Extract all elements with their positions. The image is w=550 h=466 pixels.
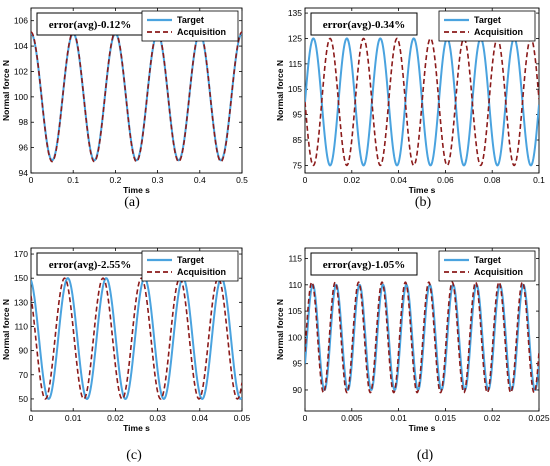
error-annotation-box [310, 12, 418, 36]
x-tick-label: 0.08 [484, 175, 501, 185]
x-tick-label: 0 [303, 413, 308, 423]
y-tick-label: 104 [14, 41, 28, 51]
series-line-target [31, 277, 242, 400]
y-axis-label: Normal force N [275, 60, 285, 121]
series-line-acquisition [305, 37, 539, 167]
y-tick-label: 115 [288, 254, 302, 264]
y-tick-label: 96 [19, 143, 29, 153]
y-tick-label: 50 [19, 394, 29, 404]
error-annotation: error(avg)-1.05% [323, 259, 406, 271]
legend-label-target: Target [474, 255, 501, 265]
legend-label-target: Target [474, 15, 501, 25]
legend-box [141, 10, 239, 42]
series-line-target [305, 37, 539, 167]
legend-box [438, 250, 536, 282]
x-tick-label: 0.02 [107, 413, 124, 423]
error-annotation-box [310, 252, 418, 276]
x-axis-label: Time s [409, 423, 436, 433]
y-tick-label: 135 [288, 8, 302, 18]
panel-caption: (b) [415, 195, 432, 210]
y-tick-label: 90 [19, 346, 29, 356]
y-tick-label: 110 [14, 321, 28, 331]
legend-box [438, 10, 536, 42]
y-tick-label: 100 [14, 92, 28, 102]
legend: Target Acquisition [438, 250, 536, 282]
error-annotation: error(avg)-0.12% [49, 19, 132, 31]
x-axis-label: Time s [409, 185, 436, 195]
legend-label-acquisition: Acquisition [177, 27, 226, 37]
x-tick-label: 0 [29, 175, 34, 185]
chart-panel-1: 0 0.1 0.2 0.3 0.4 0.5 94 96 98 100 102 104 106 Time s… [1, 7, 248, 210]
y-tick-label: 105 [288, 306, 302, 316]
x-tick-label: 0.05 [234, 413, 251, 423]
x-tick-label: 0.4 [194, 175, 206, 185]
y-tick-label: 98 [19, 117, 29, 127]
error-annotation: error(avg)-0.34% [323, 19, 406, 31]
y-tick-label: 70 [19, 370, 29, 380]
panel-caption: (d) [417, 448, 434, 463]
y-axis-label: Normal force N [1, 299, 11, 360]
legend-label-acquisition: Acquisition [474, 27, 523, 37]
x-tick-label: 0.2 [109, 175, 121, 185]
y-axis-label: Normal force N [1, 60, 11, 121]
legend-label-target: Target [177, 255, 204, 265]
y-tick-label: 95 [293, 359, 303, 369]
legend-label-acquisition: Acquisition [177, 267, 226, 277]
legend: Target Acquisition [141, 250, 239, 282]
x-tick-label: 0.01 [65, 413, 82, 423]
x-tick-label: 0.02 [484, 413, 501, 423]
error-annotation: error(avg)-2.55% [49, 259, 132, 271]
y-axis-label: Normal force N [275, 299, 285, 360]
legend: Target Acquisition [141, 10, 239, 42]
y-tick-label: 150 [14, 273, 28, 283]
series-line-acquisition [31, 31, 242, 163]
x-tick-label: 0.06 [437, 175, 454, 185]
y-tick-label: 102 [14, 66, 28, 76]
y-tick-label: 94 [19, 168, 29, 178]
x-tick-label: 0.015 [435, 413, 457, 423]
x-tick-label: 0 [303, 175, 308, 185]
legend-label-target: Target [177, 15, 204, 25]
y-tick-label: 90 [293, 385, 303, 395]
x-tick-label: 0.005 [341, 413, 363, 423]
y-tick-label: 95 [293, 110, 303, 120]
series-line-acquisition [305, 281, 539, 394]
chart-panel-3: 0 0.01 0.02 0.03 0.04 0.05 50 70 90 110 130 150 170 T… [1, 247, 251, 463]
x-tick-label: 0 [29, 413, 34, 423]
panel-caption: (c) [126, 448, 142, 463]
y-tick-label: 130 [14, 297, 28, 307]
y-tick-label: 105 [288, 84, 302, 94]
x-axis-label: Time s [123, 423, 150, 433]
x-tick-label: 0.02 [344, 175, 361, 185]
y-tick-label: 100 [288, 332, 302, 342]
legend: Target Acquisition [438, 10, 536, 42]
x-axis-label: Time s [123, 185, 150, 195]
y-tick-label: 125 [288, 33, 302, 43]
x-tick-label: 0.1 [533, 175, 545, 185]
legend-label-acquisition: Acquisition [474, 267, 523, 277]
chart-panel-2: 0 0.02 0.04 0.06 0.08 0.1 75 85 95 105 115 125 135 Ti… [275, 7, 545, 210]
x-tick-label: 0.1 [67, 175, 79, 185]
legend-box [141, 250, 239, 282]
x-tick-label: 0.01 [390, 413, 407, 423]
x-tick-label: 0.025 [528, 413, 550, 423]
x-tick-label: 0.03 [149, 413, 166, 423]
y-tick-label: 75 [293, 160, 303, 170]
y-tick-label: 85 [293, 135, 303, 145]
y-tick-label: 170 [14, 249, 28, 259]
y-tick-label: 115 [288, 59, 302, 69]
panel-caption: (a) [124, 195, 140, 210]
x-tick-label: 0.04 [390, 175, 407, 185]
y-tick-label: 106 [14, 16, 28, 26]
x-tick-label: 0.5 [236, 175, 248, 185]
y-tick-label: 110 [288, 280, 302, 290]
x-tick-label: 0.3 [152, 175, 164, 185]
chart-panel-4: 0 0.005 0.01 0.015 0.02 0.025 90 95 100 105 110 115… [275, 247, 550, 463]
x-tick-label: 0.04 [192, 413, 209, 423]
